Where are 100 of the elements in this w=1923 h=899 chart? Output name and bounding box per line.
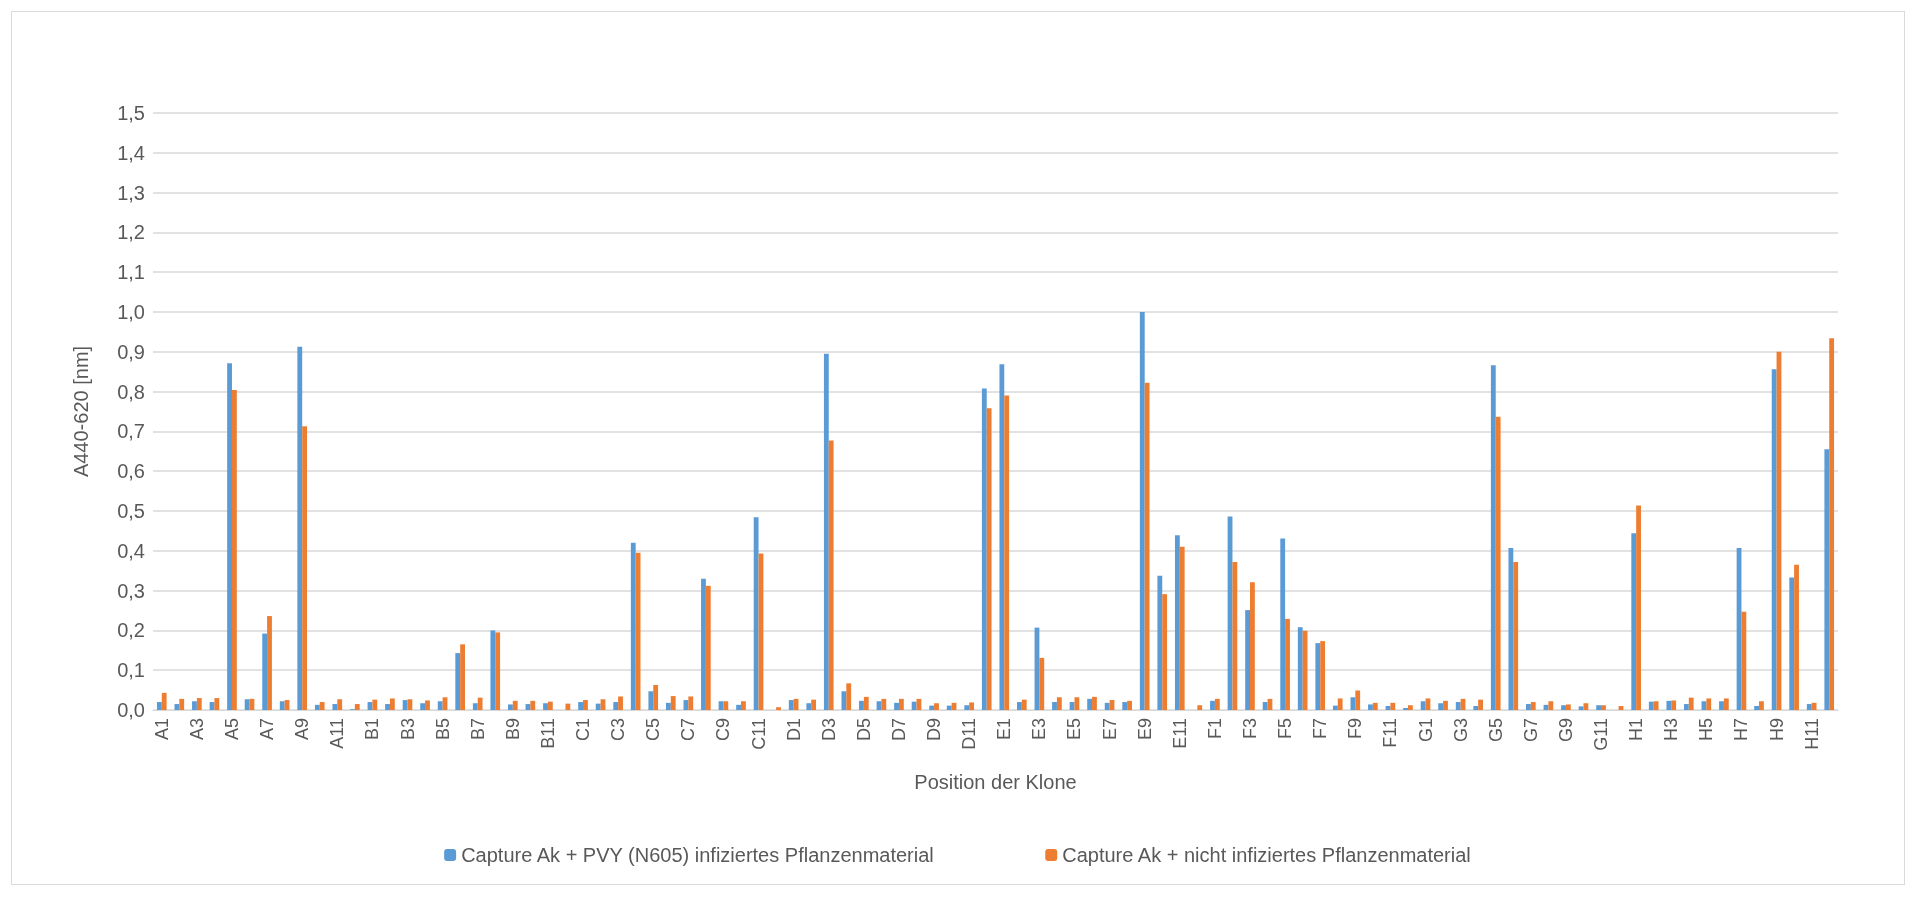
bar	[1759, 701, 1764, 710]
bar	[227, 363, 232, 710]
x-tick-label: H9	[1766, 718, 1787, 742]
bar	[1052, 702, 1057, 710]
bar	[1706, 698, 1712, 710]
bar	[969, 702, 974, 710]
x-tick-label: B7	[467, 718, 488, 741]
x-tick-label: F1	[1204, 718, 1225, 740]
bar	[1390, 702, 1396, 710]
bar	[986, 408, 992, 710]
x-tick-label: E7	[1099, 718, 1120, 741]
bar	[477, 697, 483, 710]
x-tick-label: B3	[397, 718, 418, 741]
bar	[863, 696, 869, 710]
x-tick-label: G3	[1450, 718, 1471, 743]
bar	[1315, 643, 1321, 710]
bar	[1350, 697, 1356, 710]
bar	[512, 700, 518, 710]
x-tick-label: B1	[362, 718, 383, 741]
bar	[964, 705, 970, 710]
bar	[981, 388, 987, 710]
bar	[1473, 706, 1479, 710]
bar	[898, 698, 904, 710]
bar	[1162, 594, 1168, 710]
bar	[372, 699, 378, 710]
y-tick-label: 0,6	[117, 460, 145, 483]
bar	[1122, 702, 1128, 710]
x-tick-label: C5	[643, 718, 664, 742]
bar	[946, 705, 952, 710]
x-tick-label: D7	[888, 718, 909, 742]
bar	[1232, 561, 1238, 710]
bar	[1683, 704, 1689, 710]
x-tick-label: G9	[1555, 718, 1576, 743]
bar	[1688, 697, 1694, 710]
bar	[1179, 546, 1185, 710]
bar	[1671, 700, 1677, 710]
bar	[1829, 338, 1835, 710]
bar	[490, 630, 496, 710]
bar	[1723, 698, 1729, 710]
bar	[776, 707, 781, 710]
bar	[179, 698, 185, 710]
bar	[828, 440, 834, 710]
bar	[753, 517, 759, 710]
x-tick-label: A7	[257, 718, 278, 741]
bar	[389, 698, 395, 710]
bar	[911, 701, 917, 710]
bar	[788, 700, 794, 710]
bar	[543, 703, 548, 710]
x-tick-label: C3	[608, 718, 629, 742]
bar	[1262, 702, 1268, 710]
bar	[1368, 704, 1373, 710]
x-tick-label: G5	[1485, 718, 1506, 743]
bar	[1719, 701, 1724, 710]
bar	[402, 700, 408, 710]
bar	[1490, 365, 1496, 710]
bar	[630, 542, 636, 710]
bar	[1794, 564, 1799, 710]
bar	[262, 633, 268, 710]
y-tick-label: 1,5	[117, 102, 145, 124]
x-tick-label: C7	[678, 718, 699, 742]
bar	[1174, 535, 1180, 710]
bar	[929, 705, 935, 710]
x-tick-label: B9	[502, 718, 523, 741]
bar	[319, 702, 325, 710]
bar	[337, 699, 343, 710]
bar	[530, 700, 536, 710]
bar	[1806, 704, 1812, 710]
bar	[196, 698, 202, 710]
bar	[1443, 700, 1448, 710]
x-axis-title: Position der Klone	[914, 771, 1077, 793]
bar	[1789, 577, 1795, 710]
bar	[1578, 706, 1584, 710]
x-tick-label: F11	[1380, 718, 1401, 748]
bar	[1210, 700, 1215, 710]
bar	[1495, 416, 1501, 710]
bar	[1420, 701, 1426, 710]
y-axis-title: A440-620 [nm]	[70, 345, 92, 478]
bar	[437, 701, 443, 710]
y-tick-label: 0,4	[117, 539, 145, 562]
x-tick-label: E3	[1029, 718, 1050, 741]
x-tick-label: E5	[1064, 718, 1085, 741]
bar	[460, 644, 465, 710]
bar	[635, 552, 641, 710]
bar	[578, 702, 584, 710]
y-tick-label: 0,8	[117, 380, 145, 403]
bar	[1526, 704, 1531, 710]
bar	[354, 704, 360, 710]
x-tick-label: H1	[1626, 718, 1647, 742]
bar	[1561, 705, 1566, 710]
bar	[1332, 705, 1338, 710]
bar	[231, 390, 237, 710]
bar	[1074, 697, 1080, 710]
bar	[648, 691, 654, 710]
bar	[806, 703, 812, 710]
x-tick-label: A9	[292, 718, 313, 741]
legend-label: Capture Ak + nicht infiziertes Pflanzenmaterial	[1062, 844, 1471, 866]
bar	[1407, 705, 1413, 710]
bar	[618, 696, 623, 710]
x-tick-label: D9	[924, 718, 945, 742]
x-tick-label: F7	[1310, 718, 1331, 740]
